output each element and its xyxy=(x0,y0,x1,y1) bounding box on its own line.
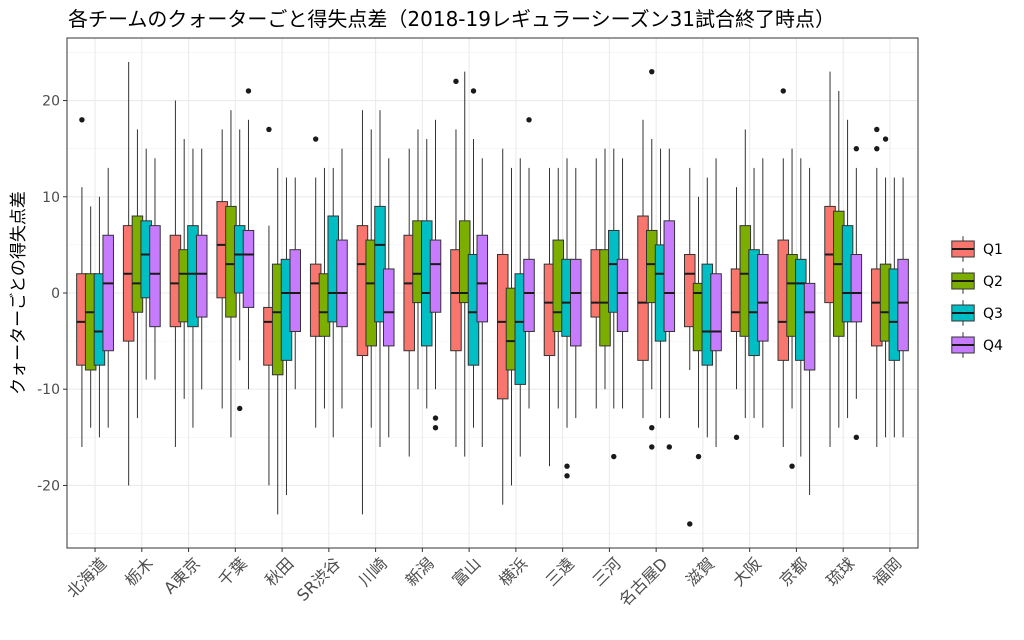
box-cat18-q4 xyxy=(897,258,909,352)
outlier-point-cat14-q1 xyxy=(687,521,693,527)
outlier-point-cat17-q4 xyxy=(853,434,860,441)
legend-label-q1: Q1 xyxy=(983,242,1003,258)
outlier-point-cat16-q2 xyxy=(789,463,795,469)
outlier-point-cat13-q2 xyxy=(649,444,655,450)
box-cat5-q4 xyxy=(289,249,301,332)
outlier-point-cat5-q1 xyxy=(266,126,272,133)
outlier-point-cat9-q1 xyxy=(453,78,459,85)
legend-label-q2: Q2 xyxy=(983,274,1003,290)
outlier-point-cat4-q4 xyxy=(245,88,252,94)
outlier-point-cat1-q1 xyxy=(79,117,85,123)
y-tick-label: -20 xyxy=(37,478,60,494)
chart-title: 各チームのクォーターごと得失点差（2018-19レギュラーシーズン31試合終了時… xyxy=(68,7,835,31)
legend-label-q3: Q3 xyxy=(983,306,1003,322)
legend-label-q4: Q4 xyxy=(983,338,1003,354)
outlier-point-cat9-q3 xyxy=(470,88,477,94)
outlier-point-cat15-q1 xyxy=(733,434,740,441)
y-tick-label: 10 xyxy=(42,190,60,206)
outlier-point-cat8-q4 xyxy=(432,415,439,421)
box-cat12-q4 xyxy=(616,258,629,332)
box-cat2-q4 xyxy=(149,225,161,328)
outlier-point-cat14-q2 xyxy=(695,453,702,460)
outlier-point-cat13-q2 xyxy=(649,68,655,75)
outlier-point-cat6-q1 xyxy=(312,136,319,142)
outlier-point-cat12-q3 xyxy=(611,453,617,460)
outlier-point-cat8-q4 xyxy=(432,425,439,431)
box-cat1-q4 xyxy=(102,234,114,352)
boxplots xyxy=(76,62,909,527)
box-cat10-q4 xyxy=(523,258,535,332)
outlier-point-cat4-q3 xyxy=(237,405,243,412)
box-cat16-q4 xyxy=(803,282,816,371)
outlier-point-cat11-q3 xyxy=(564,463,570,469)
y-axis: -20 -10 0 10 20 xyxy=(37,94,67,494)
box-cat6-q4 xyxy=(336,239,348,328)
outlier-point-cat17-q4 xyxy=(853,145,860,152)
gridlines xyxy=(67,38,918,548)
box-cat7-q3 xyxy=(374,205,386,323)
box-cat15-q4 xyxy=(757,254,769,342)
box-cat9-q4 xyxy=(476,234,489,323)
outlier-point-cat13-q2 xyxy=(649,425,655,431)
outlier-point-cat18-q2 xyxy=(882,136,889,142)
outlier-point-cat10-q4 xyxy=(526,117,532,123)
box-cat13-q4 xyxy=(663,220,676,332)
outlier-point-cat18-q1 xyxy=(874,126,880,133)
box-cat17-q4 xyxy=(850,254,863,323)
box-cat8-q4 xyxy=(429,239,442,313)
y-tick-label: -10 xyxy=(37,382,60,398)
outlier-point-cat13-q4 xyxy=(666,444,673,450)
y-axis-title: クォーターごとの得失点差 xyxy=(9,191,29,395)
box-cat11-q4 xyxy=(570,258,582,347)
box-cat4-q4 xyxy=(242,229,255,308)
outlier-point-cat18-q1 xyxy=(874,145,880,152)
legend: Q1 Q2 Q3 Q4 xyxy=(949,233,1003,361)
box-cat3-q4 xyxy=(195,234,208,318)
y-tick-label: 20 xyxy=(42,94,60,110)
outlier-point-cat11-q3 xyxy=(564,473,570,479)
box-cat7-q4 xyxy=(382,268,395,347)
outlier-point-cat16-q1 xyxy=(780,88,786,94)
y-tick-label: 0 xyxy=(51,286,60,302)
box-cat14-q4 xyxy=(710,273,722,352)
